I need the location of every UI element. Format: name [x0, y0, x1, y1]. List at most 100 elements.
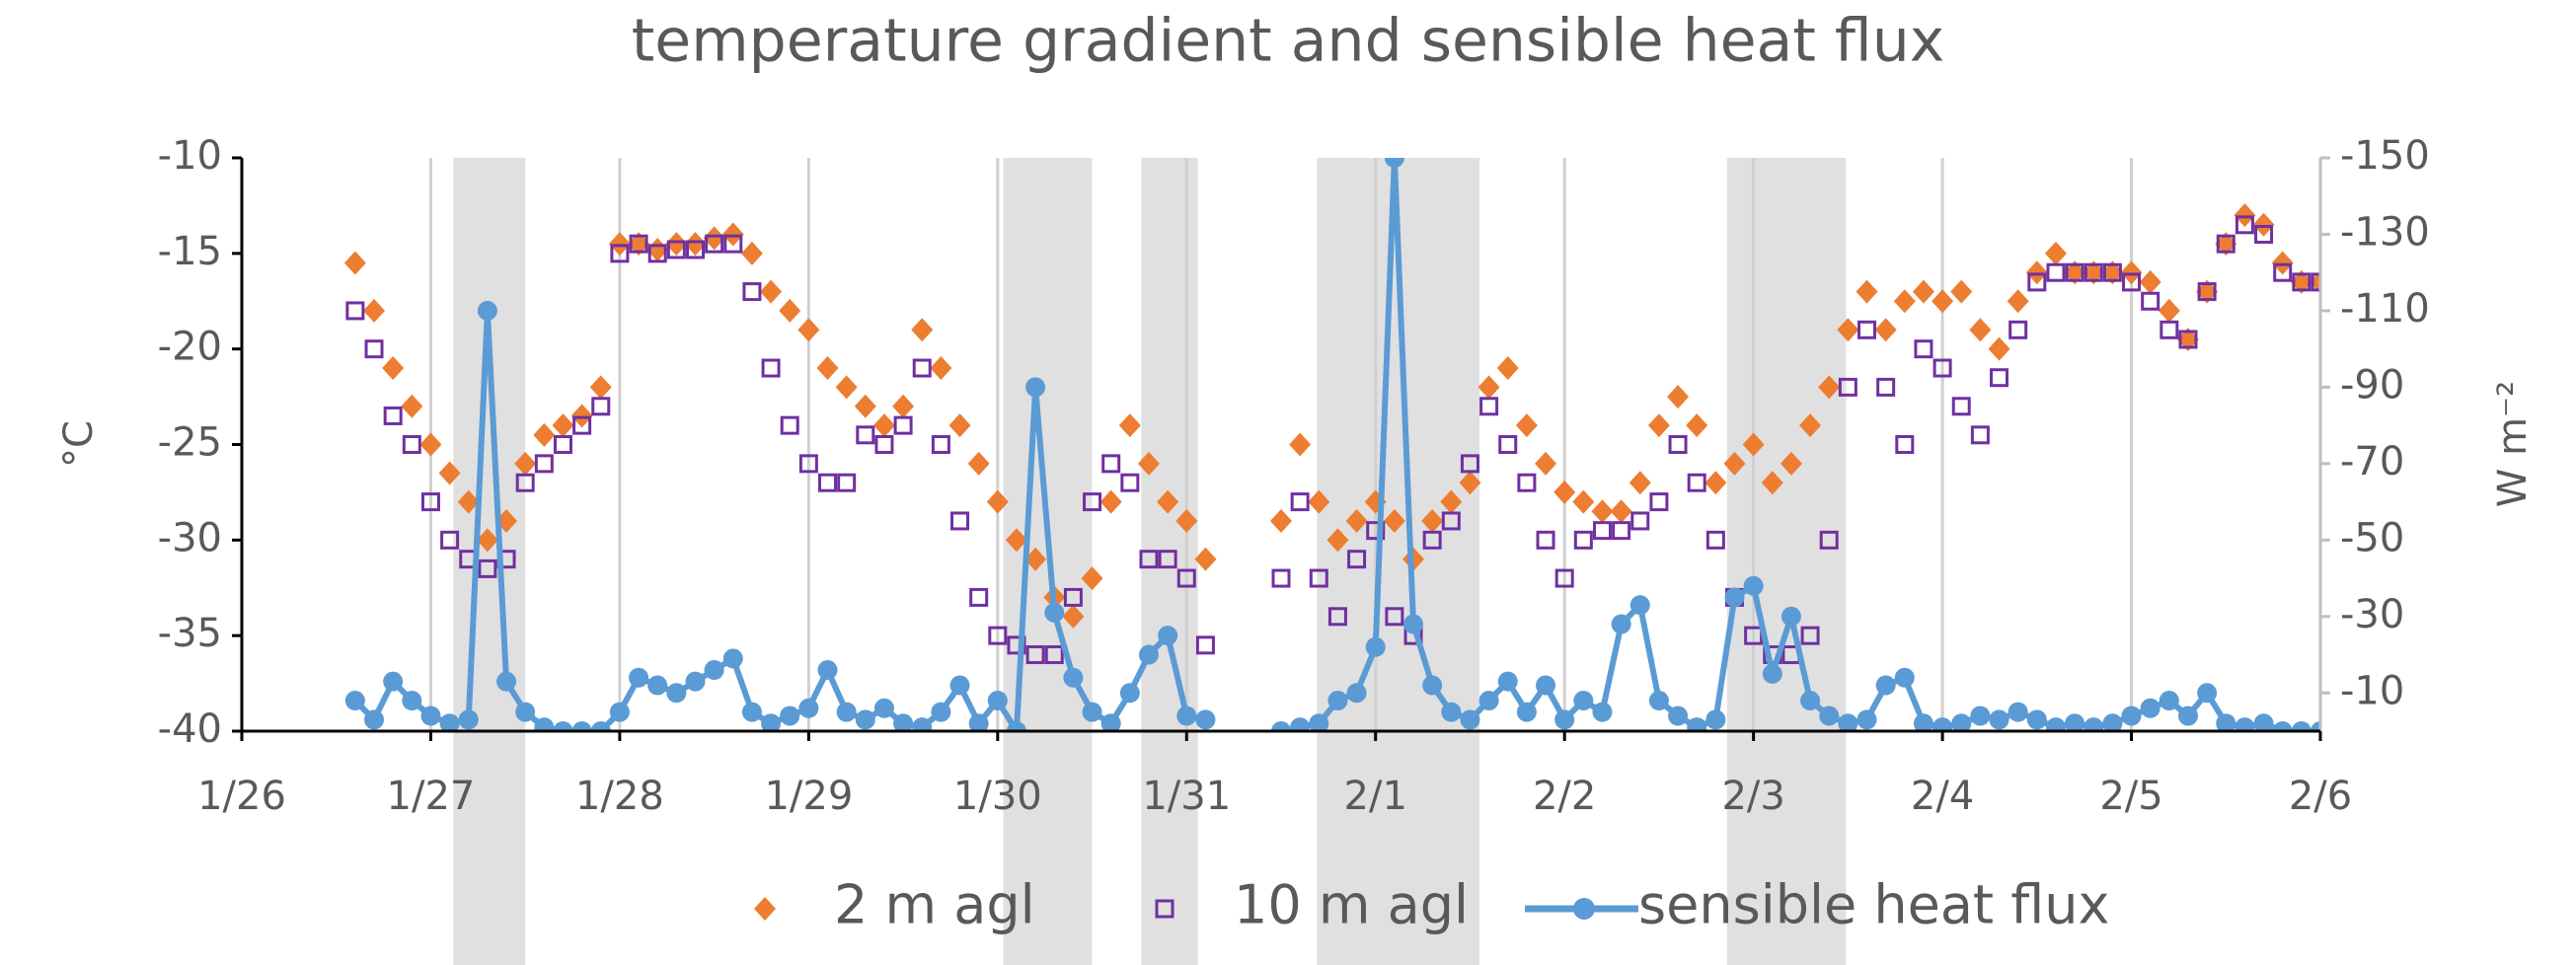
point: [2008, 702, 2028, 722]
point: [1005, 528, 1027, 553]
point: [1761, 471, 1783, 495]
point: [2007, 289, 2029, 314]
point: [911, 318, 934, 342]
y-tick-label: -20: [158, 325, 222, 370]
point: [1422, 675, 1443, 696]
point: [2235, 717, 2255, 731]
x-tick-label: 2/5: [2099, 774, 2162, 819]
point: [2254, 224, 2274, 244]
point: [1876, 377, 1896, 397]
point: [1857, 320, 1877, 339]
point: [2176, 327, 2199, 351]
point: [1083, 492, 1102, 512]
point: [1024, 547, 1047, 571]
point: [1025, 377, 1046, 398]
point: [2197, 282, 2217, 302]
point: [458, 709, 479, 730]
point: [1385, 607, 1404, 627]
point: [2271, 251, 2294, 275]
y2-tick-label: -130: [2340, 209, 2430, 255]
x-tick-label: 2/4: [1911, 774, 1974, 819]
point: [496, 671, 517, 692]
point: [1421, 508, 1444, 533]
point: [2121, 705, 2142, 726]
point: [477, 300, 497, 321]
point: [855, 709, 875, 730]
point: [570, 404, 593, 428]
point: [949, 675, 970, 696]
point: [1573, 691, 1594, 711]
point: [892, 394, 915, 418]
point: [1440, 489, 1463, 514]
point: [930, 356, 952, 381]
x-tick-label: 2/3: [1721, 774, 1784, 819]
point: [2234, 203, 2256, 228]
point: [1951, 397, 1971, 416]
point: [1118, 413, 1141, 438]
point: [364, 339, 384, 359]
point: [1498, 435, 1518, 454]
point: [1515, 413, 1538, 438]
point: [1309, 568, 1328, 588]
point: [402, 691, 422, 711]
point: [2065, 262, 2084, 282]
point: [666, 240, 686, 260]
point: [1554, 568, 1574, 588]
point: [1025, 645, 1045, 665]
y-axis-label: °C: [56, 420, 102, 468]
plot-area: [343, 158, 2320, 731]
point: [1838, 377, 1857, 397]
point: [1535, 451, 1557, 476]
point: [2083, 260, 2105, 285]
point: [590, 721, 611, 731]
point: [2290, 269, 2312, 294]
point: [912, 358, 932, 378]
point: [780, 415, 799, 435]
point: [1686, 413, 1708, 438]
point: [950, 511, 970, 531]
legend-label: 2 m agl: [834, 874, 1035, 936]
point: [534, 454, 554, 474]
point: [2025, 260, 2048, 285]
point: [1459, 471, 1481, 495]
point: [2140, 698, 2160, 718]
point: [1687, 717, 1707, 731]
point: [1780, 451, 1802, 476]
point: [1290, 492, 1310, 512]
point: [2291, 721, 2311, 731]
point: [1668, 435, 1688, 454]
point: [514, 451, 537, 476]
point: [761, 358, 781, 378]
point: [1081, 566, 1103, 591]
point: [779, 298, 801, 323]
point: [1326, 528, 1349, 553]
point: [609, 702, 630, 722]
point: [1856, 709, 1877, 730]
point: [1554, 709, 1575, 730]
point: [1345, 508, 1368, 533]
point: [684, 232, 707, 257]
point: [704, 660, 724, 681]
legend-label: 10 m agl: [1234, 874, 1469, 936]
x-tick-label: 2/6: [2289, 774, 2352, 819]
legend-swatch: [1155, 899, 1174, 919]
point: [1478, 691, 1499, 711]
chart-title: temperature gradient and sensible heat f…: [632, 7, 1945, 76]
point: [818, 473, 838, 492]
point: [1724, 587, 1745, 608]
point: [1194, 547, 1217, 571]
point: [2065, 713, 2085, 731]
point: [1006, 721, 1026, 731]
point: [1099, 489, 1122, 514]
point: [1629, 595, 1650, 616]
point: [1838, 713, 1858, 731]
point: [364, 709, 385, 730]
point: [874, 435, 894, 454]
point: [742, 282, 762, 302]
legend-item: sensible heat flux: [1525, 874, 2109, 936]
point: [1063, 667, 1084, 688]
point: [1989, 709, 2009, 730]
point: [1195, 635, 1215, 655]
point: [515, 473, 535, 492]
point: [2158, 298, 2180, 323]
